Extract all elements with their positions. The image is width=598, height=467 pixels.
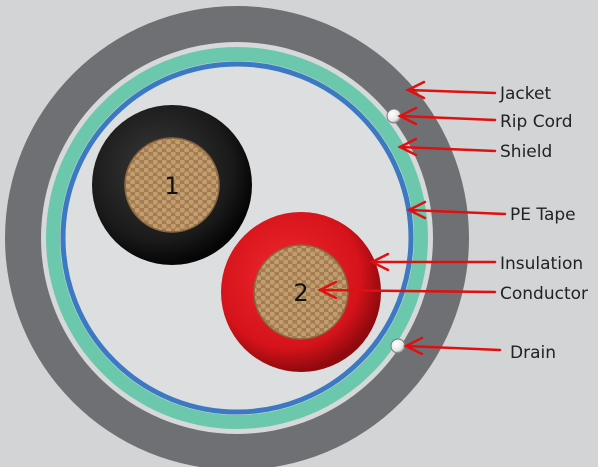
label-pe-tape: PE Tape	[510, 205, 576, 225]
conductor-1-copper	[124, 137, 220, 233]
arrow-pe-tape	[406, 200, 507, 220]
conductor-2: 2	[221, 212, 381, 372]
arrow-drain	[403, 336, 502, 356]
conductor-1: 1	[92, 105, 252, 265]
label-insulation: Insulation	[500, 254, 583, 274]
label-drain: Drain	[510, 343, 556, 363]
conductor-1-number: 1	[164, 172, 179, 200]
conductor-2-copper	[253, 244, 349, 340]
arrow-conductor	[317, 280, 497, 300]
arrow-jacket	[405, 80, 497, 100]
arrow-rip-cord	[397, 106, 497, 126]
label-jacket: Jacket	[499, 84, 551, 104]
label-shield: Shield	[500, 142, 552, 162]
arrow-insulation	[369, 252, 497, 272]
label-rip-cord: Rip Cord	[500, 112, 572, 132]
drain-wire-ball	[390, 338, 406, 354]
label-conductor: Conductor	[500, 284, 588, 304]
arrow-shield	[397, 137, 497, 157]
conductor-2-number: 2	[293, 279, 308, 307]
